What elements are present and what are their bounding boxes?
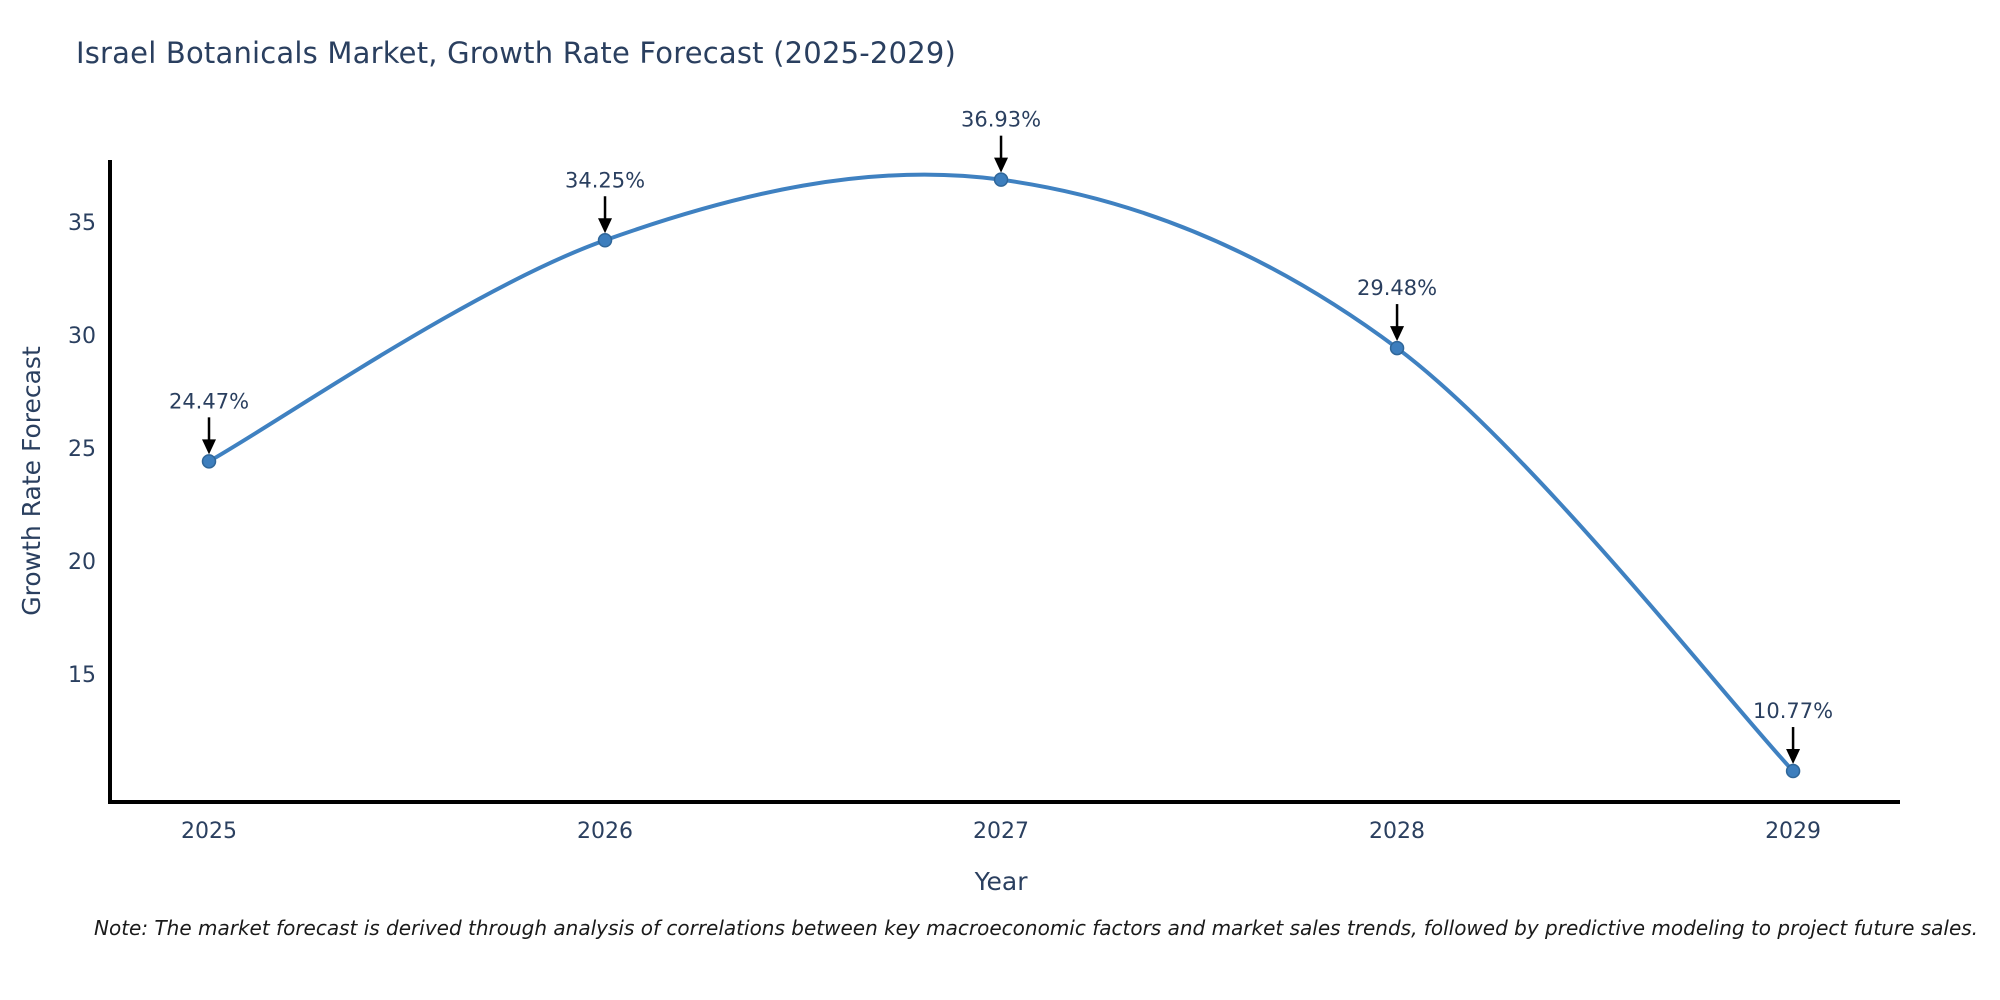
annotation-label: 10.77% xyxy=(1753,699,1833,723)
y-tick-label: 15 xyxy=(68,663,96,688)
x-tick-label: 2029 xyxy=(1765,819,1821,844)
data-point-marker xyxy=(201,454,217,469)
chart-title: Israel Botanicals Market, Growth Rate Fo… xyxy=(76,36,957,70)
y-tick-label: 25 xyxy=(68,437,96,462)
y-tick-label: 30 xyxy=(68,324,96,349)
annotation-label: 36.93% xyxy=(961,108,1041,132)
annotation-arrowhead xyxy=(202,439,217,455)
data-point-marker xyxy=(1389,340,1405,356)
footnote-text: Note: The market forecast is derived thr… xyxy=(94,916,1979,940)
annotation-arrowhead xyxy=(994,157,1009,173)
data-point-marker xyxy=(597,233,613,248)
x-tick-label: 2026 xyxy=(577,819,633,844)
annotation-arrowhead xyxy=(1786,749,1801,765)
annotation-label: 24.47% xyxy=(169,389,249,413)
data-point-marker xyxy=(1785,763,1801,779)
annotation-label: 34.25% xyxy=(565,168,645,192)
annotation-label: 29.48% xyxy=(1357,276,1437,300)
x-tick-label: 2028 xyxy=(1369,819,1425,844)
y-tick-label: 35 xyxy=(68,211,96,236)
y-axis-title: Growth Rate Forecast xyxy=(17,346,46,616)
x-axis-title: Year xyxy=(974,867,1029,896)
forecast-line-path xyxy=(207,172,1796,774)
x-tick-label: 2027 xyxy=(973,819,1029,844)
data-point-marker xyxy=(993,172,1009,187)
annotation-arrowhead xyxy=(598,218,613,234)
x-tick-label: 2025 xyxy=(181,819,237,844)
y-tick-label: 20 xyxy=(68,550,96,575)
annotation-arrowhead xyxy=(1390,326,1405,342)
